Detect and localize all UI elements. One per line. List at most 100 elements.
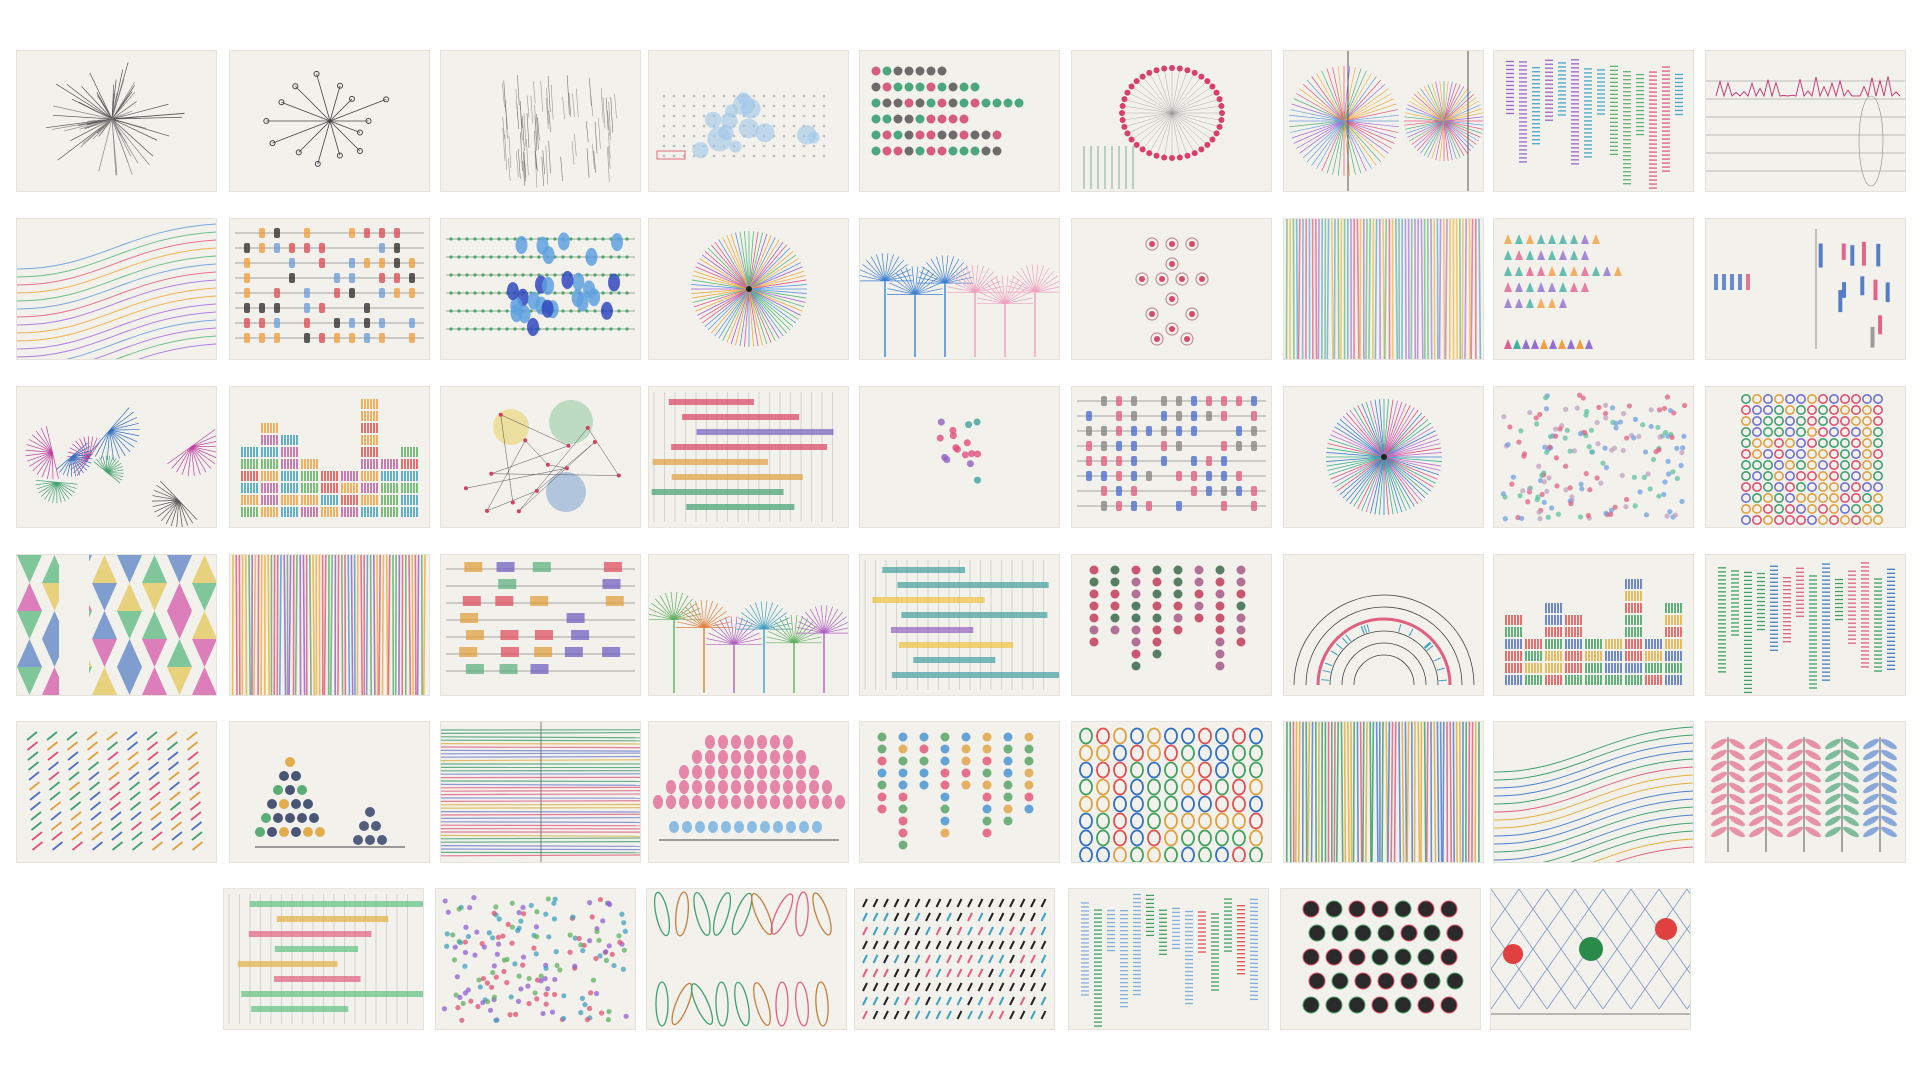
artwork-thumbnail[interactable] [230,555,429,695]
artwork-thumbnail[interactable] [441,387,640,527]
artwork-drawing [1494,726,1693,862]
artwork-thumbnail[interactable] [860,51,1059,191]
artwork-thumbnail[interactable] [1281,889,1480,1029]
artwork-thumbnail[interactable] [1706,51,1905,191]
artwork-drawing [1505,579,1682,685]
artwork-drawing [1285,219,1482,359]
artwork-drawing [864,560,1059,690]
artwork-drawing [231,555,426,695]
artwork-drawing [1491,889,1690,1015]
artwork-drawing [26,731,204,851]
artwork-drawing [1285,722,1480,862]
artwork-thumbnail[interactable] [17,387,216,527]
artwork-thumbnail[interactable] [17,51,216,191]
artwork-thumbnail[interactable] [649,387,848,527]
artwork-thumbnail[interactable] [441,555,640,695]
artwork-drawing [1289,51,1483,191]
artwork-thumbnail[interactable] [1494,219,1693,359]
artwork-thumbnail[interactable] [649,555,848,695]
artwork-thumbnail[interactable] [1072,722,1271,862]
artwork-drawing [936,418,982,484]
artwork-thumbnail[interactable] [647,889,846,1029]
artwork-thumbnail[interactable] [860,387,1059,527]
artwork-drawing [446,232,635,336]
artwork-drawing [1079,727,1263,862]
artwork-thumbnail[interactable] [1491,889,1690,1029]
artwork-thumbnail[interactable] [441,722,640,862]
artwork-thumbnail[interactable] [17,722,216,862]
artwork-thumbnail[interactable] [649,51,848,191]
artwork-drawing [255,757,405,848]
artwork-thumbnail[interactable] [436,889,635,1029]
artwork-thumbnail[interactable] [1706,387,1905,527]
artwork-thumbnail[interactable] [855,889,1054,1029]
artwork-thumbnail[interactable] [1072,555,1271,695]
artwork-thumbnail[interactable] [1284,387,1483,527]
artwork-drawing [860,252,1059,357]
artwork-drawing [45,62,186,176]
artwork-thumbnail[interactable] [1284,722,1483,862]
artwork-drawing [1293,594,1475,686]
artwork-drawing [656,92,826,160]
artwork-thumbnail[interactable] [1072,387,1271,527]
artwork-drawing [649,591,848,693]
artwork-thumbnail[interactable] [230,722,429,862]
artwork-drawing [1706,76,1905,187]
artwork-thumbnail[interactable] [1706,219,1905,359]
artwork-thumbnail[interactable] [230,387,429,527]
artwork-drawing [17,223,216,359]
artwork-drawing [463,400,621,514]
artwork-drawing [862,898,1047,1020]
artwork-drawing [877,732,1034,850]
artwork-drawing [241,399,418,517]
artwork-drawing [691,231,807,347]
artwork-thumbnail[interactable] [1494,51,1693,191]
artwork-thumbnail[interactable] [860,555,1059,695]
artwork-drawing [1083,65,1225,189]
artwork-thumbnail[interactable] [1284,555,1483,695]
artwork-thumbnail[interactable] [1494,722,1693,862]
artwork-drawing [653,735,845,841]
artwork-drawing [1740,394,1884,526]
artwork-thumbnail[interactable] [860,219,1059,359]
artwork-drawing [1077,396,1266,511]
artwork-thumbnail[interactable] [230,219,429,359]
artwork-drawing [446,562,635,674]
artwork-drawing [871,66,1024,156]
artwork-drawing [441,722,640,862]
artwork-drawing [263,70,390,167]
artwork-thumbnail[interactable] [17,219,216,359]
artwork-thumbnail[interactable] [17,555,216,695]
artwork-thumbnail[interactable] [649,219,848,359]
artwork-drawing [17,555,216,695]
artwork-thumbnail[interactable] [1072,51,1271,191]
artwork-thumbnail[interactable] [224,889,423,1029]
artwork-thumbnail[interactable] [441,219,640,359]
artwork-thumbnail[interactable] [441,51,640,191]
artwork-drawing [1302,900,1464,1014]
artwork-drawing [228,894,423,1024]
artwork-drawing [1506,59,1683,189]
artwork-drawing [25,407,216,527]
artwork-thumbnail[interactable] [1706,555,1905,695]
artwork-thumbnail[interactable] [1284,219,1483,359]
artwork-thumbnail[interactable] [860,722,1059,862]
artwork-drawing [1135,237,1209,346]
artwork-thumbnail[interactable] [1069,889,1268,1029]
artwork-drawing [653,891,832,1027]
artwork-drawing [1711,737,1897,852]
artwork-thumbnail[interactable] [1072,219,1271,359]
artwork-drawing [1089,565,1246,671]
artwork-drawing [1718,562,1895,694]
artwork-thumbnail[interactable] [1494,555,1693,695]
artwork-drawing [1326,399,1442,515]
artwork-thumbnail[interactable] [230,51,429,191]
artwork-drawing [651,392,834,522]
artwork-drawing [235,228,424,343]
artwork-thumbnail[interactable] [1706,722,1905,862]
artwork-thumbnail[interactable] [649,722,848,862]
artwork-drawing [502,74,617,188]
artwork-thumbnail[interactable] [1494,387,1693,527]
artwork-thumbnail[interactable] [1284,51,1483,191]
